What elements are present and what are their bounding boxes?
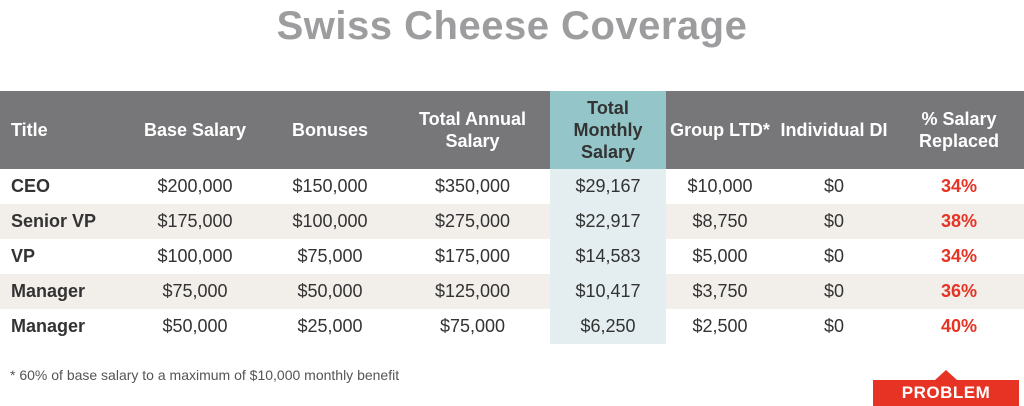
cell-title: Manager xyxy=(0,274,125,309)
cell-total-annual: $275,000 xyxy=(395,204,550,239)
cell-total-monthly: $22,917 xyxy=(550,204,666,239)
cell-total-monthly: $6,250 xyxy=(550,309,666,344)
cell-bonuses: $50,000 xyxy=(265,274,395,309)
cell-title: Senior VP xyxy=(0,204,125,239)
cell-title: VP xyxy=(11,246,36,266)
cell-title: Manager xyxy=(11,316,86,336)
page-title: Swiss Cheese Coverage xyxy=(276,4,748,48)
cell-total-monthly: $14,583 xyxy=(550,239,666,274)
header-bonuses: Bonuses xyxy=(265,91,395,169)
header-total-annual-salary: Total Annual Salary xyxy=(395,91,550,169)
cell-base-salary: $100,000 xyxy=(157,246,233,266)
cell-total-annual: $175,000 xyxy=(434,246,511,266)
cell-bonuses: $25,000 xyxy=(297,316,363,336)
table-row: Manager $75,000 $50,000 $125,000 $10,417… xyxy=(0,274,1024,309)
cell-total-annual: $75,000 xyxy=(439,316,506,336)
header-base-salary: Base Salary xyxy=(125,91,265,169)
table-row: CEO $200,000 $150,000 $350,000 $29,167 $… xyxy=(0,169,1024,204)
table-row: Manager $50,000 $25,000 $75,000 $6,250 $… xyxy=(0,309,1024,344)
cell-group-ltd: $3,750 xyxy=(666,274,774,309)
cell-total-annual: $125,000 xyxy=(395,274,550,309)
cell-group-ltd: $8,750 xyxy=(666,204,774,239)
header-row: Title Base Salary Bonuses Total Annual S… xyxy=(0,91,1024,169)
cell-group-ltd: $10,000 xyxy=(687,176,753,196)
cell-total-monthly: $29,167 xyxy=(550,169,666,204)
cell-percent-replaced: 38% xyxy=(894,204,1024,239)
cell-individual-di: $0 xyxy=(774,204,894,239)
header-group-ltd: Group LTD* xyxy=(666,91,774,169)
badge-label: PROBLEM xyxy=(901,383,991,402)
cell-percent-replaced: 34% xyxy=(940,176,978,196)
cell-bonuses: $100,000 xyxy=(265,204,395,239)
coverage-table: Title Base Salary Bonuses Total Annual S… xyxy=(0,91,1024,344)
cell-individual-di: $0 xyxy=(823,316,845,336)
cell-individual-di: $0 xyxy=(823,176,845,196)
header-individual-di: Individual DI xyxy=(774,91,894,169)
cell-title: CEO xyxy=(11,176,51,196)
cell-base-salary: $175,000 xyxy=(125,204,265,239)
cell-group-ltd: $5,000 xyxy=(692,246,748,266)
table-row: Senior VP $175,000 $100,000 $275,000 $22… xyxy=(0,204,1024,239)
cell-bonuses: $75,000 xyxy=(297,246,363,266)
cell-group-ltd: $2,500 xyxy=(692,316,748,336)
header-title: Title xyxy=(0,91,125,169)
cell-bonuses: $150,000 xyxy=(292,176,368,196)
cell-base-salary: $50,000 xyxy=(162,316,228,336)
cell-percent-replaced: 40% xyxy=(940,316,978,336)
header-percent-salary-replaced: % Salary Replaced xyxy=(894,91,1024,169)
cell-individual-di: $0 xyxy=(774,274,894,309)
cell-individual-di: $0 xyxy=(823,246,845,266)
footnote: * 60% of base salary to a maximum of $10… xyxy=(10,367,400,383)
badge-shape xyxy=(873,370,1019,406)
cell-total-monthly: $10,417 xyxy=(550,274,666,309)
cell-base-salary: $200,000 xyxy=(157,176,233,196)
table-row: VP $100,000 $75,000 $175,000 $14,583 $5,… xyxy=(0,239,1024,274)
cell-total-annual: $350,000 xyxy=(434,176,511,196)
header-total-monthly-salary: Total Monthly Salary xyxy=(550,91,666,169)
cell-base-salary: $75,000 xyxy=(125,274,265,309)
cell-percent-replaced: 34% xyxy=(940,246,978,266)
problem-badge: PROBLEM xyxy=(873,370,1019,406)
cell-percent-replaced: 36% xyxy=(894,274,1024,309)
